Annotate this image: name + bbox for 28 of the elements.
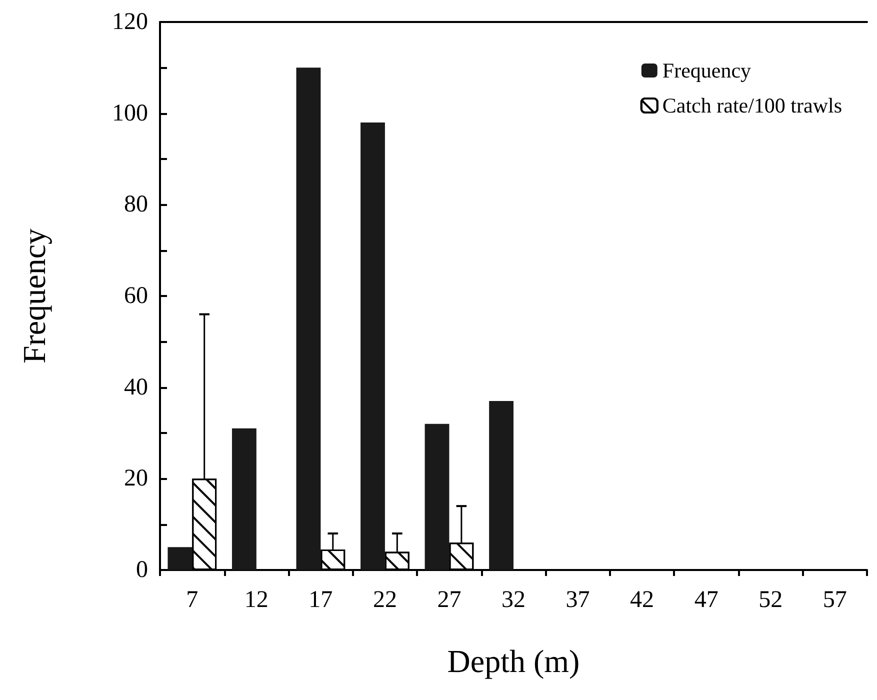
- x-tick-label: 57: [822, 587, 847, 613]
- x-tick-label: 22: [372, 587, 397, 613]
- x-tick-label: 12: [244, 587, 268, 613]
- bar: [489, 401, 514, 570]
- bar: [360, 122, 385, 570]
- y-tick-label: 120: [112, 9, 148, 35]
- x-tick-label: 7: [186, 587, 198, 613]
- y-tick-label: 80: [124, 192, 148, 218]
- y-tick-label: 20: [124, 466, 148, 492]
- y-tick-label: 40: [124, 374, 148, 400]
- y-axis-title: Frequency: [16, 228, 52, 364]
- bar: [232, 428, 256, 570]
- x-tick-label: 27: [437, 587, 462, 613]
- x-tick-label: 47: [694, 587, 718, 613]
- x-tick-label: 37: [566, 587, 590, 613]
- legend-label: Catch rate/100 trawls: [662, 94, 842, 118]
- bar: [296, 68, 321, 570]
- y-tick-label: 60: [124, 283, 148, 309]
- x-tick-label: 32: [502, 587, 526, 613]
- x-tick-label: 52: [758, 587, 783, 613]
- legend-label: Frequency: [662, 58, 752, 82]
- bar: [424, 424, 450, 570]
- y-tick-label: 100: [112, 100, 148, 126]
- x-axis-title: Depth (m): [447, 643, 580, 679]
- y-tick-label: 0: [136, 557, 148, 583]
- x-tick-label: 17: [308, 587, 333, 613]
- bar: [168, 547, 192, 570]
- x-tick-label: 42: [630, 587, 654, 613]
